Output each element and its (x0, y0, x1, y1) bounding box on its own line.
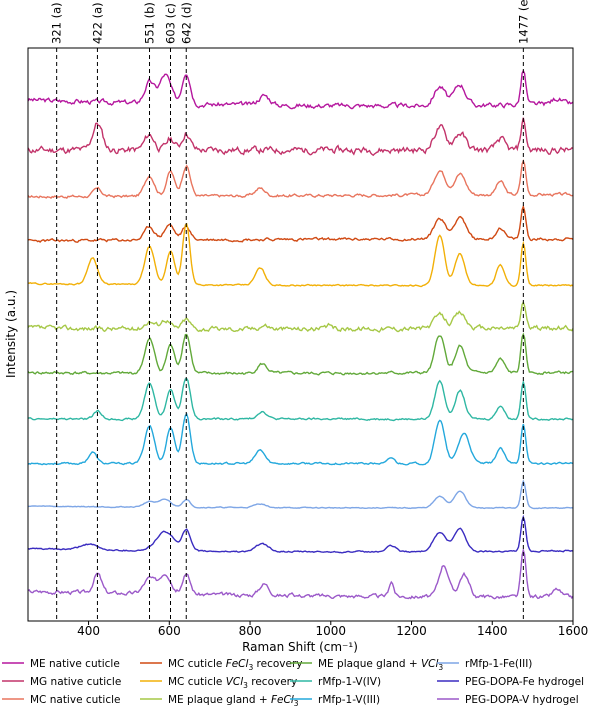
x-tick-label-0: 400 (77, 624, 100, 638)
series-line-7 (27, 377, 574, 422)
x-tick-label-6: 1600 (558, 624, 589, 638)
peak-marker-label-5: 1477 (e) (516, 0, 530, 44)
series-line-11 (27, 547, 574, 600)
x-tick-label-4: 1200 (396, 624, 427, 638)
peak-marker-label-3: 603 (c) (164, 3, 178, 44)
peak-marker-label-2: 551 (b) (143, 2, 157, 44)
peak-marker-label-1: 422 (a) (90, 2, 104, 44)
peak-markers: 321 (a) 422 (a) 551 (b) 603 (c) 642 (d) 1477 … (50, 0, 530, 621)
x-axis-title: Raman Shift (cm⁻¹) (242, 640, 358, 654)
series-line-2 (27, 159, 574, 200)
series-line-0 (27, 69, 574, 110)
legend-label-1: MG native cuticle (30, 676, 121, 688)
series-line-8 (27, 412, 574, 466)
legend: ME native cuticle MG native cuticle MC nat… (2, 658, 584, 708)
series-line-3 (27, 204, 574, 243)
legend-label-6: ME plaque gland + VCl3 (318, 658, 443, 672)
legend-label-8: rMfp-1-V(III) (318, 694, 380, 706)
x-axis: 400 600 800 1000 1200 1400 1600 (77, 621, 588, 638)
legend-label-3: MC cuticle FeCl3 recovery (168, 658, 303, 672)
series-lines (27, 69, 574, 600)
peak-marker-label-4: 642 (d) (179, 2, 193, 44)
y-axis-title: Intensity (a.u.) (4, 290, 18, 378)
x-tick-label-5: 1400 (477, 624, 508, 638)
legend-label-2: MC native cuticle (30, 694, 120, 706)
series-line-5 (27, 300, 574, 333)
series-line-10 (27, 514, 574, 554)
x-tick-label-3: 1000 (316, 624, 347, 638)
legend-label-7: rMfp-1-V(IV) (318, 676, 381, 688)
legend-label-11: PEG-DOPA-V hydrogel (465, 694, 579, 706)
legend-label-10: PEG-DOPA-Fe hydrogel (465, 676, 584, 688)
peak-marker-label-0: 321 (a) (50, 2, 64, 44)
legend-label-0: ME native cuticle (30, 658, 120, 670)
series-line-6 (27, 332, 574, 376)
legend-label-4: MC cuticle VCl3 recovery (168, 676, 297, 690)
series-line-1 (27, 117, 574, 157)
legend-label-5: ME plaque gland + FeCl3 (168, 694, 299, 708)
series-line-4 (27, 222, 574, 288)
x-tick-label-1: 600 (158, 624, 181, 638)
legend-label-9: rMfp-1-Fe(III) (465, 658, 532, 670)
plot-frame (27, 47, 574, 622)
series-line-9 (27, 479, 574, 510)
x-tick-label-2: 800 (239, 624, 262, 638)
